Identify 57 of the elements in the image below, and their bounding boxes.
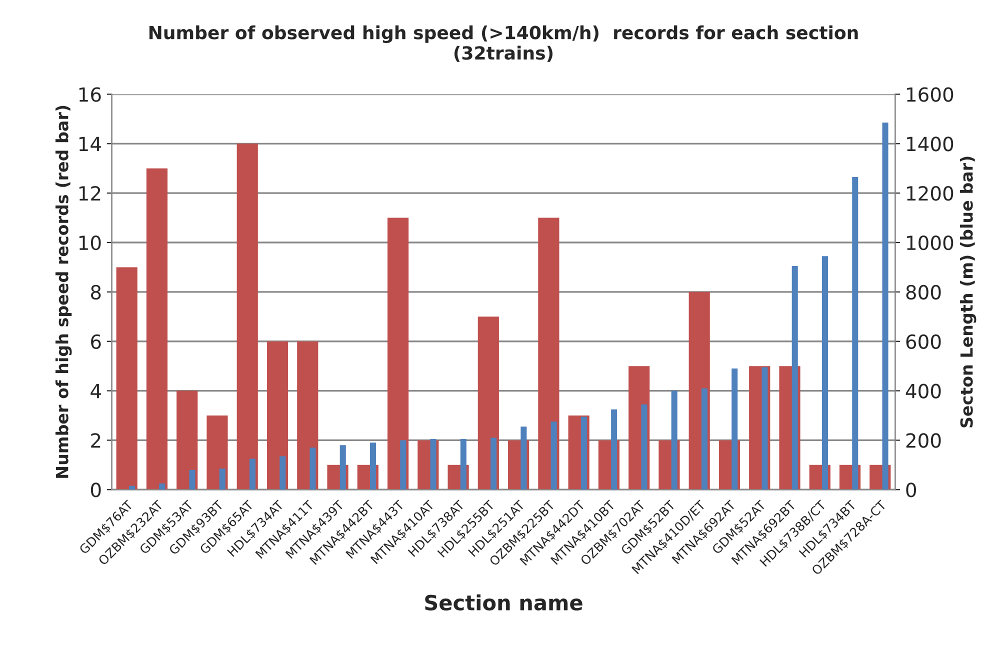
bar — [732, 368, 738, 490]
bar — [792, 266, 798, 490]
y2-tick-label: 0 — [906, 482, 916, 498]
bar — [550, 422, 557, 490]
bar — [671, 390, 678, 490]
y-tick-label: 16 — [79, 87, 101, 102]
y2-tick-label: 1200 — [907, 186, 954, 201]
y-tick-label: 4 — [90, 384, 101, 398]
bar — [580, 416, 587, 490]
x-axis-title: Section name — [425, 594, 582, 611]
bar — [387, 218, 409, 490]
bar — [146, 168, 168, 490]
y2-tick-label: 1400 — [907, 136, 954, 152]
bar — [370, 442, 376, 490]
bar — [340, 445, 346, 490]
bar — [128, 486, 135, 490]
y2-tick-label: 1000 — [907, 235, 954, 250]
bar — [762, 367, 768, 490]
y2-tick-label: 1600 — [907, 87, 954, 102]
y-tick-label: 10 — [79, 235, 101, 250]
y2-tick-label: 200 — [906, 433, 941, 448]
bar — [520, 426, 527, 490]
bar — [478, 316, 499, 490]
bar — [430, 438, 436, 490]
y-tick-label: 8 — [91, 284, 101, 300]
bar — [176, 390, 198, 490]
y-tick-label: 2 — [91, 433, 100, 448]
bar — [460, 438, 466, 490]
bar — [490, 438, 497, 490]
bar — [266, 341, 288, 490]
chart-title: Number of observed high speed (>140km/h) records for each section (32trains) — [149, 25, 858, 62]
bar — [310, 448, 316, 490]
bar — [219, 468, 226, 490]
bar — [641, 404, 648, 490]
y-tick-label: 0 — [90, 482, 101, 498]
bar — [400, 440, 406, 490]
y-tick-label: 12 — [79, 186, 100, 200]
bar — [852, 177, 858, 490]
y2-axis-title: Secton Length (m) (blue bar) — [960, 156, 976, 428]
bar — [206, 416, 228, 490]
bar — [189, 470, 196, 490]
bar — [249, 458, 256, 490]
y-axis-title: Number of high speed records (red bar) — [55, 106, 72, 478]
bar — [882, 122, 888, 490]
y2-tick-label: 600 — [906, 334, 941, 350]
bar — [297, 341, 318, 490]
y2-tick-label: 800 — [906, 284, 941, 300]
y-tick-label: 14 — [79, 136, 101, 152]
bar — [116, 267, 138, 490]
bar — [538, 218, 560, 490]
bar — [280, 456, 286, 490]
y2-tick-label: 400 — [906, 384, 941, 398]
bar — [701, 388, 708, 490]
bar — [611, 409, 618, 490]
y-tick-label: 6 — [91, 334, 101, 350]
bar — [159, 483, 166, 490]
bar — [236, 144, 258, 490]
